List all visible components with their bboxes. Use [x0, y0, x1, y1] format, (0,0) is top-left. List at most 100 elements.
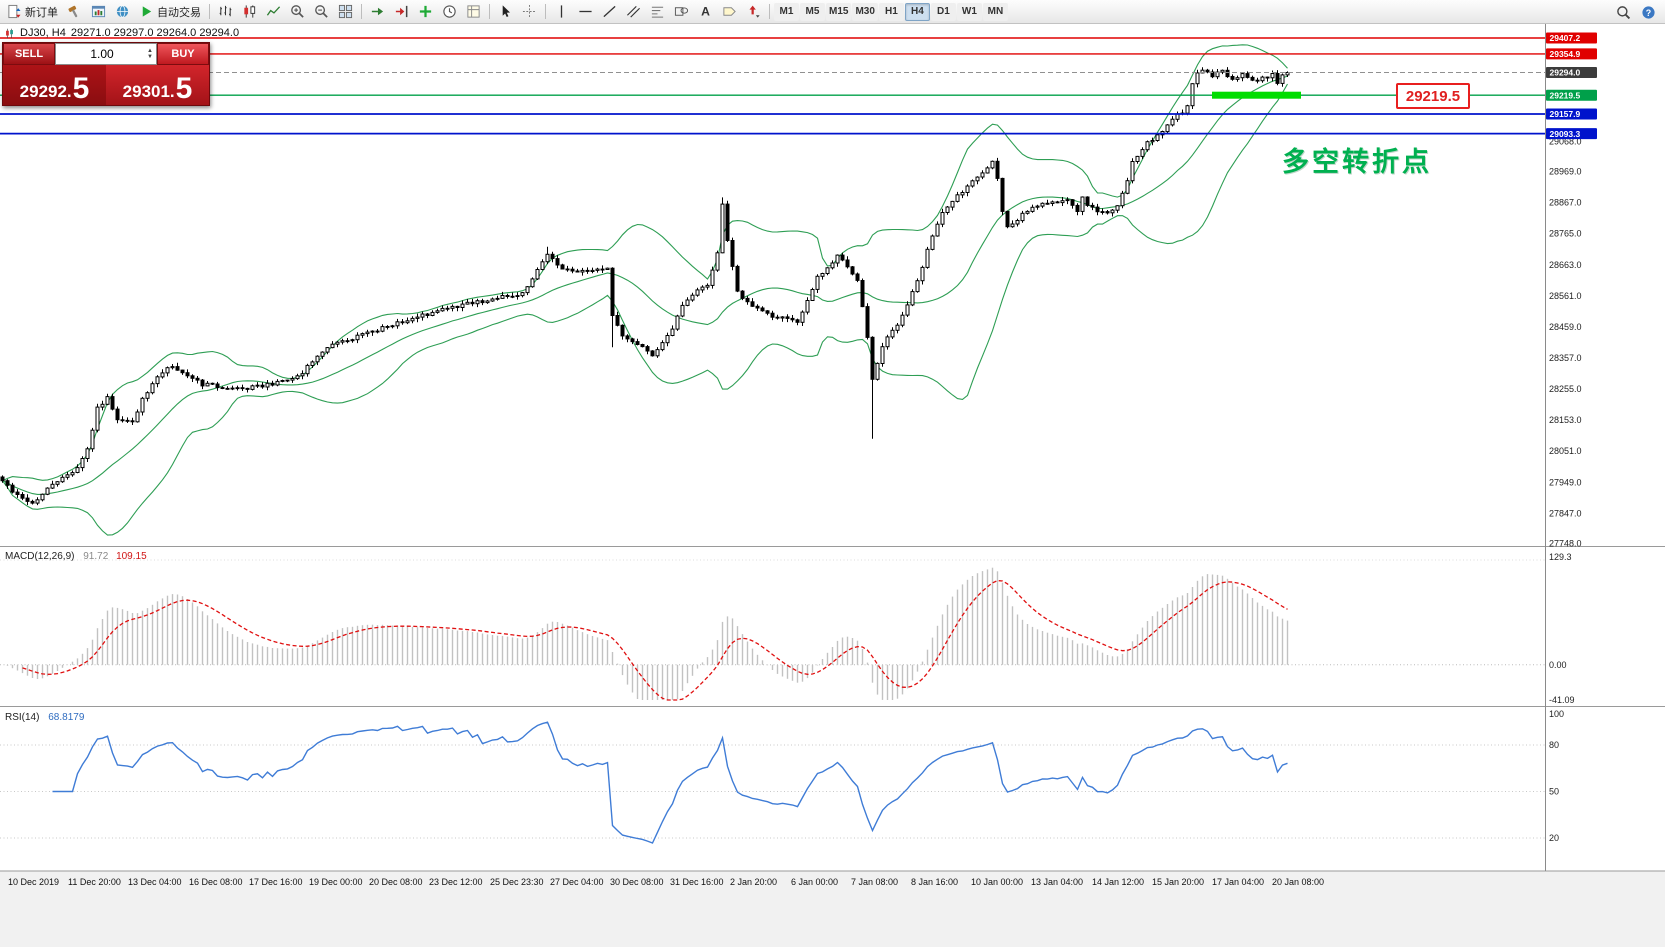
- svg-text:A: A: [701, 5, 710, 19]
- rsi-value: 68.8179: [48, 712, 85, 723]
- svg-text:20: 20: [1549, 833, 1559, 843]
- svg-text:15 Jan 20:00: 15 Jan 20:00: [1152, 877, 1204, 887]
- candles: [0, 67, 1290, 506]
- chart-shift-icon[interactable]: [390, 2, 413, 22]
- svg-text:31 Dec 16:00: 31 Dec 16:00: [670, 877, 724, 887]
- svg-text:28051.0: 28051.0: [1549, 446, 1582, 456]
- price-callout-29219[interactable]: 29219.5: [1396, 83, 1470, 109]
- svg-text:0.00: 0.00: [1549, 660, 1567, 670]
- tf-m1-button[interactable]: M1: [774, 2, 799, 21]
- crosshair-icon-glyph: [522, 4, 537, 19]
- help-button[interactable]: ?: [1637, 2, 1660, 22]
- horizontal-line-icon-glyph: [579, 10, 592, 13]
- buy-price[interactable]: 29301. 5: [106, 65, 209, 105]
- new-order-button-glyph: [8, 4, 21, 19]
- news-icon-glyph: [116, 5, 129, 18]
- tf-mn-button[interactable]: MN: [982, 2, 1008, 21]
- tf-h4-button[interactable]: H4: [904, 2, 930, 21]
- svg-text:27949.0: 27949.0: [1549, 477, 1582, 487]
- support-highlight-bar[interactable]: [1212, 91, 1301, 99]
- zoom-out-icon[interactable]: [310, 2, 333, 22]
- zoom-out-icon-glyph: [315, 5, 328, 18]
- label-icon[interactable]: [718, 2, 741, 22]
- scripts-icon[interactable]: [63, 2, 86, 22]
- chart-canvas[interactable]: 10 Dec 2019 11 Dec 20:00 13 Dec 04:00 16 De…: [0, 24, 1665, 947]
- new-order-button[interactable]: 新订单: [3, 2, 62, 22]
- svg-text:27748.0: 27748.0: [1549, 539, 1582, 549]
- indicators-add-icon[interactable]: [414, 2, 437, 22]
- volume-stepper: ▲ ▼: [145, 44, 155, 64]
- price-scale-labels[interactable]: 29068.0 28969.0 28867.0 28765.0 28663.0 28561…: [1549, 136, 1582, 843]
- arrows-icon[interactable]: [742, 2, 765, 22]
- tile-windows-icon[interactable]: [334, 2, 357, 22]
- horizontal-price-lines[interactable]: [0, 37, 1545, 135]
- vertical-line-icon[interactable]: [550, 2, 573, 22]
- macd-value-signal: 109.15: [116, 551, 147, 562]
- line-chart-icon[interactable]: [262, 2, 285, 22]
- tf-m5-button[interactable]: M5: [800, 2, 825, 21]
- text-icon-glyph: A: [701, 5, 710, 19]
- svg-text:8 Jan 16:00: 8 Jan 16:00: [911, 877, 958, 887]
- panel-separators[interactable]: [0, 546, 1665, 707]
- volume-up-icon[interactable]: ▲: [147, 48, 153, 54]
- chart-window-icon[interactable]: [87, 2, 110, 22]
- one-click-trading-panel: SELL ▲ ▼ BUY 29292. 5 29301. 5: [2, 42, 210, 106]
- chart-symbol-period: DJ30, H4: [20, 27, 66, 39]
- periods-icon-glyph: [443, 5, 456, 18]
- svg-text:-41.09: -41.09: [1549, 695, 1575, 705]
- svg-text:28357.0: 28357.0: [1549, 353, 1582, 363]
- svg-text:28663.0: 28663.0: [1549, 260, 1582, 270]
- text-icon[interactable]: A: [694, 2, 717, 22]
- turning-point-annotation[interactable]: 多空转折点: [1282, 147, 1432, 177]
- fibonacci-icon[interactable]: [646, 2, 669, 22]
- svg-text:13 Dec 04:00: 13 Dec 04:00: [128, 877, 182, 887]
- volume-down-icon[interactable]: ▼: [147, 54, 153, 60]
- svg-text:28867.0: 28867.0: [1549, 198, 1582, 208]
- toolbar-separator: [769, 4, 770, 19]
- svg-text:28969.0: 28969.0: [1549, 167, 1582, 177]
- chart-window-icon-glyph: [91, 5, 106, 18]
- crosshair-icon[interactable]: [518, 2, 541, 22]
- cursor-icon[interactable]: [494, 2, 517, 22]
- news-icon[interactable]: [111, 2, 134, 22]
- candlestick-chart-icon-glyph: [244, 5, 256, 18]
- svg-text:29093.3: 29093.3: [1550, 129, 1581, 139]
- svg-text:10 Jan 00:00: 10 Jan 00:00: [971, 877, 1023, 887]
- fibonacci-icon-glyph: [651, 6, 664, 18]
- channel-icon[interactable]: [622, 2, 645, 22]
- toolbar-separator: [209, 4, 210, 19]
- macd-title: MACD(12,26,9): [5, 551, 75, 562]
- zoom-in-icon[interactable]: [286, 2, 309, 22]
- templates-icon[interactable]: [462, 2, 485, 22]
- volume-field: ▲ ▼: [55, 43, 157, 65]
- horizontal-line-icon[interactable]: [574, 2, 597, 22]
- toolbar-right: ?: [1612, 0, 1660, 24]
- svg-text:23 Dec 12:00: 23 Dec 12:00: [429, 877, 483, 887]
- buy-button[interactable]: BUY: [157, 43, 209, 65]
- bollinger-bands: [2, 44, 1288, 536]
- chart-tab-icon: [6, 28, 13, 38]
- auto-scroll-icon[interactable]: [366, 2, 389, 22]
- bar-chart-icon[interactable]: [214, 2, 237, 22]
- svg-text:100: 100: [1549, 709, 1564, 719]
- tf-m15-button[interactable]: M15: [826, 2, 852, 21]
- time-axis-labels[interactable]: 10 Dec 2019 11 Dec 20:00 13 Dec 04:00 16 De…: [8, 877, 1324, 887]
- volume-input[interactable]: [56, 46, 156, 62]
- candlestick-chart-icon[interactable]: [238, 2, 261, 22]
- trendline-icon[interactable]: [598, 2, 621, 22]
- tf-w1-button[interactable]: W1: [956, 2, 982, 21]
- tf-h1-button[interactable]: H1: [878, 2, 904, 21]
- shapes-icon[interactable]: [670, 2, 693, 22]
- svg-text:28561.0: 28561.0: [1549, 291, 1582, 301]
- toolbar-separator: [361, 4, 362, 19]
- sell-price[interactable]: 29292. 5: [3, 65, 106, 105]
- periods-icon[interactable]: [438, 2, 461, 22]
- svg-text:80: 80: [1549, 740, 1559, 750]
- svg-text:27847.0: 27847.0: [1549, 508, 1582, 518]
- search-button[interactable]: [1612, 2, 1635, 22]
- sell-button[interactable]: SELL: [3, 43, 55, 65]
- shapes-icon-glyph: [674, 7, 689, 16]
- autotrade-button[interactable]: 自动交易: [135, 2, 205, 22]
- tf-m30-button[interactable]: M30: [852, 2, 878, 21]
- tf-d1-button[interactable]: D1: [930, 2, 956, 21]
